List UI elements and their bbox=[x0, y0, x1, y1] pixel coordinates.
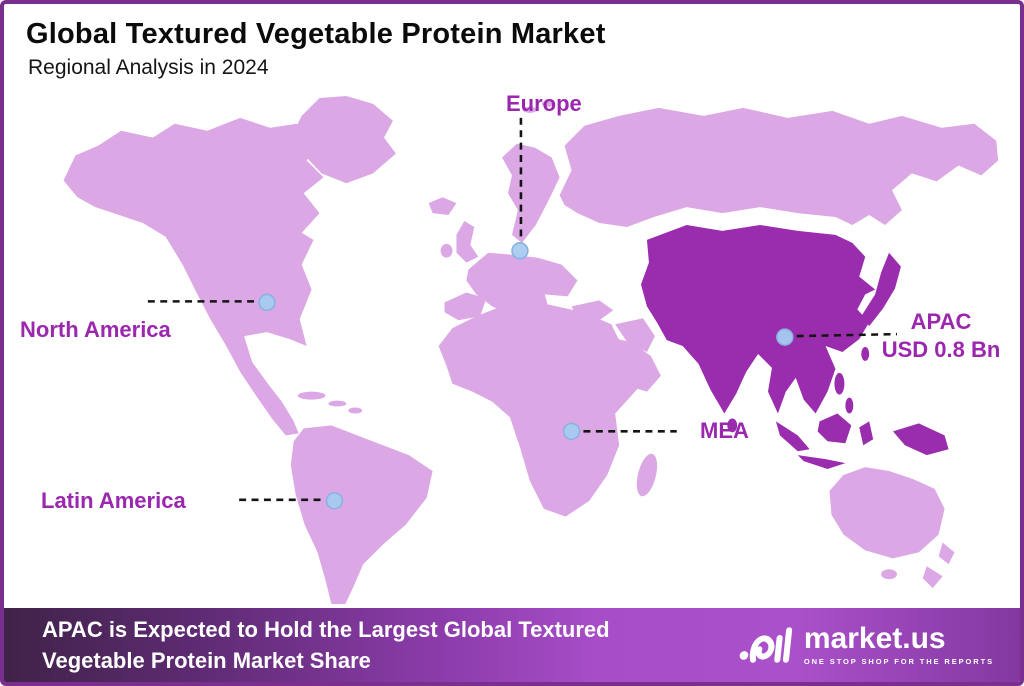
label-apac-name: APAC bbox=[910, 309, 972, 334]
marker-apac bbox=[776, 328, 794, 346]
marketus-logo: market.us ONE STOP SHOP FOR THE REPORTS bbox=[738, 619, 994, 671]
label-mea: MEA bbox=[700, 418, 749, 443]
map-region-apac bbox=[640, 224, 949, 470]
marker-north-america bbox=[258, 293, 276, 312]
map-land bbox=[63, 95, 999, 604]
banner-line1: APAC is Expected to Hold the Largest Glo… bbox=[42, 616, 610, 642]
banner-line2: Vegetable Protein Market Share bbox=[42, 648, 371, 673]
connector-lines bbox=[147, 117, 897, 502]
page-title: Global Textured Vegetable Protein Market bbox=[26, 18, 606, 50]
bottom-banner: APAC is Expected to Hold the Largest Glo… bbox=[4, 608, 1020, 682]
logo-text: market.us ONE STOP SHOP FOR THE REPORTS bbox=[803, 622, 994, 667]
marker-mea bbox=[562, 422, 581, 441]
label-apac-value: USD 0.8 Bn bbox=[881, 337, 1001, 363]
logo-tagline: ONE STOP SHOP FOR THE REPORTS bbox=[803, 657, 994, 666]
marketus-logo-icon bbox=[739, 627, 792, 663]
logo-brand: market.us bbox=[803, 622, 946, 655]
label-latin-america: Latin America bbox=[41, 488, 186, 513]
label-apac: APAC USD 0.8 Bn bbox=[872, 308, 1010, 364]
world-map bbox=[63, 95, 999, 604]
map-markers bbox=[258, 242, 794, 510]
banner-text: APAC is Expected to Hold the Largest Glo… bbox=[4, 614, 610, 676]
marker-latin-america bbox=[325, 492, 344, 510]
marker-europe bbox=[511, 242, 529, 260]
page-subtitle: Regional Analysis in 2024 bbox=[28, 56, 269, 79]
connector-apac bbox=[796, 332, 897, 338]
label-north-america: North America bbox=[20, 317, 171, 342]
label-europe: Europe bbox=[506, 91, 582, 116]
